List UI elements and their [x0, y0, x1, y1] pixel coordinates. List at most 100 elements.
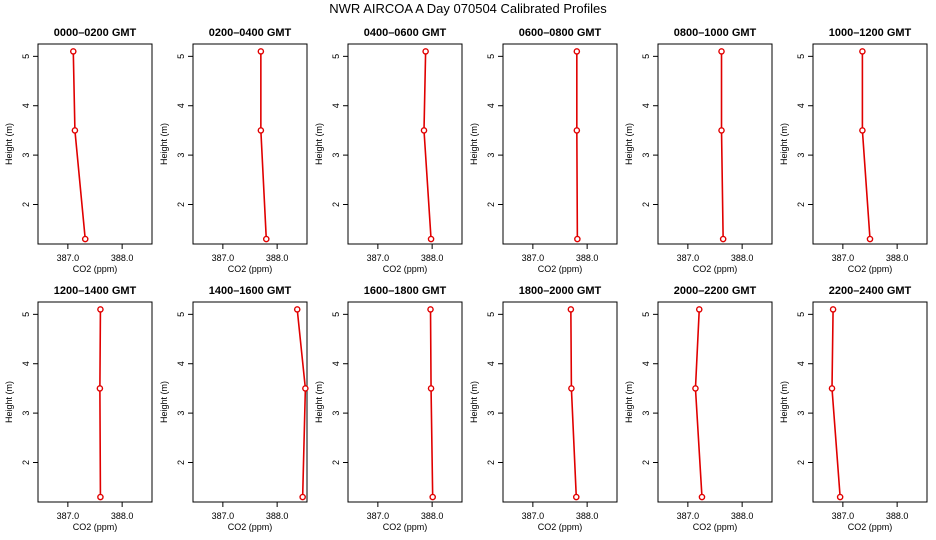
y-tick-label: 3: [21, 411, 31, 416]
panel-3: 0400–0600 GMT 387.0 388.0 2 3 4 5 CO2 (ppm) Heig…: [314, 27, 463, 274]
data-point: [828, 385, 836, 392]
x-tick-label: 388.0: [576, 511, 599, 521]
plot-frame: [37, 43, 153, 245]
plot-frame: [192, 301, 308, 503]
x-axis-label: CO2 (ppm): [383, 522, 428, 532]
x-tick-label: 388.0: [731, 511, 754, 521]
y-tick-label: 5: [796, 312, 806, 317]
panel-title: 1400–1600 GMT: [209, 285, 292, 297]
y-tick-label: 3: [21, 153, 31, 158]
y-tick-label: 3: [486, 411, 496, 416]
data-point: [718, 127, 725, 134]
y-tick-label: 2: [796, 202, 806, 207]
y-tick-label: 4: [21, 103, 31, 108]
x-axis-label: CO2 (ppm): [73, 264, 118, 274]
y-tick-label: 4: [796, 103, 806, 108]
x-tick-label: 387.0: [367, 253, 390, 263]
data-point: [97, 493, 104, 501]
plot-frame: [192, 43, 308, 245]
profile-line: [694, 309, 703, 498]
y-tick-label: 3: [796, 153, 806, 158]
data-point: [573, 48, 581, 55]
data-point: [293, 306, 301, 313]
x-tick-label: 388.0: [111, 253, 134, 263]
x-tick-label: 388.0: [731, 253, 754, 263]
y-tick-label: 2: [486, 202, 496, 207]
profile-line: [576, 51, 579, 240]
plot-frame: [502, 43, 618, 245]
y-tick-label: 2: [21, 202, 31, 207]
data-point: [299, 493, 306, 501]
x-tick-label: 387.0: [522, 511, 545, 521]
y-axis-label: Height (m): [159, 123, 169, 165]
x-tick-label: 388.0: [421, 253, 444, 263]
y-axis-label: Height (m): [314, 123, 324, 165]
panel-4: 0600–0800 GMT 387.0 388.0 2 3 4 5 CO2 (ppm) Heig…: [469, 27, 618, 274]
y-tick-label: 4: [486, 103, 496, 108]
y-tick-label: 4: [331, 361, 341, 366]
x-axis-label: CO2 (ppm): [228, 264, 273, 274]
data-point: [866, 235, 874, 243]
x-axis-label: CO2 (ppm): [848, 522, 893, 532]
panel-6: 1000–1200 GMT 387.0 388.0 2 3 4 5 CO2 (ppm) Heig…: [779, 27, 928, 274]
x-tick-label: 387.0: [832, 511, 855, 521]
x-tick-label: 388.0: [576, 253, 599, 263]
panel-title: 0200–0400 GMT: [209, 27, 292, 39]
x-axis-label: CO2 (ppm): [848, 264, 893, 274]
plot-frame: [347, 43, 463, 245]
y-axis-label: Height (m): [624, 123, 634, 165]
data-point: [859, 127, 866, 134]
profile-line: [296, 309, 307, 498]
y-tick-label: 2: [21, 460, 31, 465]
y-tick-label: 5: [21, 54, 31, 59]
profile-line: [260, 51, 268, 240]
y-tick-label: 5: [176, 54, 186, 59]
y-tick-label: 2: [176, 460, 186, 465]
panel-8: 1400–1600 GMT 387.0 388.0 2 3 4 5 CO2 (ppm) Heig…: [159, 285, 309, 532]
y-axis-label: Height (m): [469, 123, 479, 165]
y-tick-label: 2: [486, 460, 496, 465]
y-tick-label: 3: [641, 411, 651, 416]
profile-line: [831, 309, 841, 498]
x-tick-label: 387.0: [677, 253, 700, 263]
x-axis-label: CO2 (ppm): [383, 264, 428, 274]
data-point: [692, 385, 699, 392]
x-tick-label: 387.0: [57, 253, 80, 263]
panel-title: 1000–1200 GMT: [829, 27, 912, 39]
profile-line: [99, 309, 102, 498]
data-point: [429, 493, 436, 501]
x-axis-label: CO2 (ppm): [693, 522, 738, 532]
data-point: [567, 306, 575, 313]
data-point: [257, 48, 265, 55]
panel-1: 0000–0200 GMT 387.0 388.0 2 3 4 5 CO2 (ppm) Heig…: [4, 27, 153, 274]
panel-2: 0200–0400 GMT 387.0 388.0 2 3 4 5 CO2 (ppm) Heig…: [159, 27, 308, 274]
plot-frame: [37, 301, 153, 503]
data-point: [718, 48, 725, 55]
plot-frame: [657, 43, 773, 245]
y-axis-label: Height (m): [159, 381, 169, 423]
data-point: [859, 48, 866, 55]
y-tick-label: 4: [21, 361, 31, 366]
x-tick-label: 388.0: [266, 253, 289, 263]
panel-title: 0400–0600 GMT: [364, 27, 447, 39]
y-tick-label: 4: [641, 361, 651, 366]
data-point: [81, 235, 89, 243]
x-tick-label: 388.0: [266, 511, 289, 521]
panel-title: 0800–1000 GMT: [674, 27, 757, 39]
x-tick-label: 387.0: [677, 511, 700, 521]
y-tick-label: 4: [331, 103, 341, 108]
y-tick-label: 5: [331, 54, 341, 59]
plot-frame: [347, 301, 463, 503]
profile-line: [423, 51, 432, 240]
figure-title: NWR AIRCOA A Day 070504 Calibrated Profi…: [329, 1, 607, 16]
data-point: [574, 235, 581, 243]
panel-11: 2000–2200 GMT 387.0 388.0 2 3 4 5 CO2 (ppm) Heig…: [624, 285, 773, 532]
plot-frame: [812, 43, 928, 245]
panel-7: 1200–1400 GMT 387.0 388.0 2 3 4 5 CO2 (ppm) Heig…: [4, 285, 153, 532]
x-tick-label: 387.0: [522, 253, 545, 263]
panel-title: 2000–2200 GMT: [674, 285, 757, 297]
profile-line: [429, 309, 434, 498]
data-point: [262, 235, 270, 243]
data-point: [71, 127, 79, 134]
